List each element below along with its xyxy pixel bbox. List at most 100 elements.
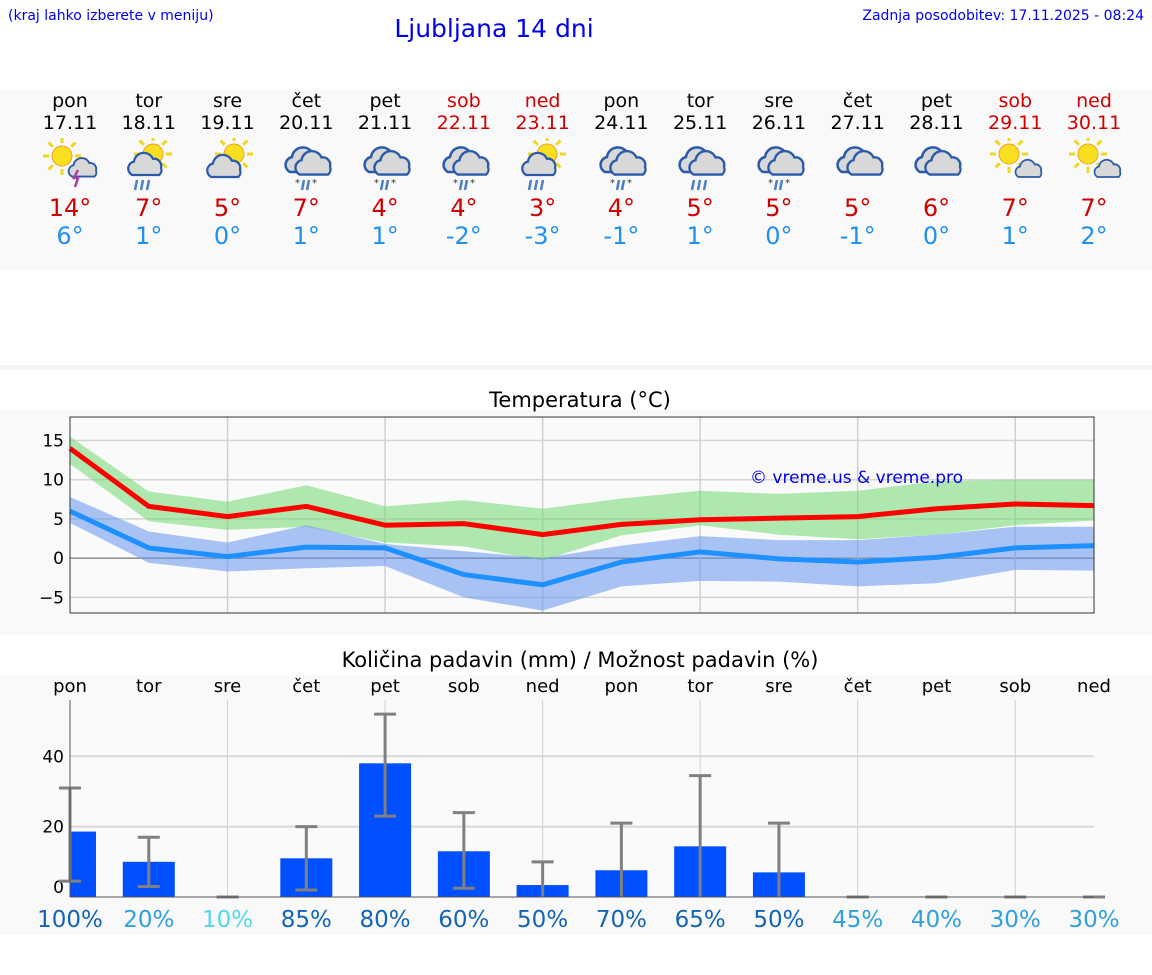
forecast-day: sre 19.11 5° 0° [188,90,268,250]
forecast-day: ned 23.11 3° -3° [503,90,583,250]
precipitation-probability: 10% [202,907,253,933]
page-title: Ljubljana 14 dni [394,14,594,43]
min-temp: 0° [213,222,242,250]
day-name: pet [920,90,953,112]
max-temp: 7° [1080,194,1108,222]
day-name: sob [998,90,1033,112]
svg-text:*: * [785,178,790,189]
x-day-label: sre [765,676,792,697]
y-tick-label: 0 [53,878,64,898]
min-temp: -1° [603,222,640,250]
x-day-label: sre [214,676,241,697]
precipitation-probability: 30% [990,907,1041,933]
max-temp: 4° [450,194,478,222]
max-temp-range-band [70,436,1095,561]
day-date: 21.11 [357,112,413,134]
x-day-label: pon [53,676,87,697]
plot-frame [69,416,1095,614]
max-temp: 5° [213,194,242,222]
min-temp: 1° [686,222,714,250]
clouds-sleet-icon: * * [357,138,413,191]
svg-text:*: * [453,178,458,189]
x-day-label: ned [526,676,560,697]
x-day-label: sob [448,676,480,697]
precipitation-probability: 60% [438,907,489,933]
day-date: 22.11 [436,112,492,134]
day-date: 24.11 [594,112,649,134]
precipitation-probability: 80% [360,907,411,933]
daily-forecast: pon 17.11 14° 6° tor 18.11 7° 1° sre 19.11… [0,90,1152,270]
sun-cloud-rain-icon [515,135,571,191]
x-day-label: sob [999,676,1031,697]
min-temp: 1° [371,222,399,250]
day-date: 23.11 [515,112,570,134]
svg-text:*: * [374,178,379,189]
precipitation-probability: 100% [37,907,103,933]
min-temp: -2° [445,222,482,250]
forecast-day: tor 18.11 7° 1° [109,90,189,250]
precipitation-probability: 50% [753,907,804,933]
day-name: pon [52,90,88,112]
temperature-chart-title: Temperatura (°C) [489,388,671,412]
max-temp: 7° [1001,194,1029,222]
day-name: ned [1076,90,1112,112]
clouds-rain-icon [672,138,728,191]
temperature-chart: 15 10 5 0 −5 [39,416,1095,614]
max-temp: 5° [686,194,714,222]
y-tick-label: 20 [42,818,64,838]
x-day-label: tor [136,676,162,697]
precipitation-probability: 40% [911,907,962,933]
x-day-label: čet [844,676,872,697]
max-temp: 4° [607,194,636,222]
min-temp: 1° [1001,222,1029,250]
max-temp: 7° [292,194,320,222]
precipitation-probability: 45% [832,907,883,933]
precipitation-probability: 50% [517,907,568,933]
day-date: 18.11 [121,112,176,134]
forecast-day: sob 29.11 7° 1° [975,90,1055,250]
sun-small-cloud-icon [1066,135,1122,188]
y-tick-label: 5 [53,510,64,530]
forecast-day: pon 17.11 14° 6° [30,90,110,250]
forecast-day: čet 20.11 * * 7° 1° [266,90,346,250]
day-name: pon [603,90,640,112]
svg-text:*: * [768,178,773,189]
sun-cloud-thunder-icon [42,137,98,188]
forecast-day: pon 24.11 * * 4° -1° [581,90,661,250]
min-temp: -3° [524,222,561,250]
max-temp: 14° [48,194,92,222]
svg-text:*: * [295,178,300,189]
precipitation-probability: 20% [123,907,174,933]
forecast-day: čet 27.11 5° -1° [818,90,898,250]
forecast-day: tor 25.11 5° 1° [660,90,740,250]
plot-area [70,700,1094,897]
clouds-icon [908,138,964,188]
day-date: 26.11 [751,112,807,134]
min-temp: 0° [922,222,951,250]
x-day-label: pon [604,676,638,697]
day-date: 17.11 [42,112,98,134]
day-name: čet [842,90,873,112]
min-temp: 1° [292,222,320,250]
precipitation-chart-title: Količina padavin (mm) / Možnost padavin … [341,648,819,672]
day-name: sob [447,90,481,112]
min-temp: 6° [56,222,84,250]
min-temp: 0° [765,222,793,250]
min-temp: 1° [135,222,163,250]
svg-text:*: * [470,178,475,189]
max-temp: 4° [371,194,399,222]
day-date: 20.11 [279,112,334,134]
day-name: ned [524,90,561,112]
y-tick-label: 0 [53,549,64,569]
day-name: tor [135,90,163,112]
watermark: © vreme.us & vreme.pro [750,468,964,488]
min-temp-line [68,508,1095,588]
day-name: tor [686,90,714,112]
clouds-sleet-icon: * * [751,138,807,191]
precipitation-bar [70,831,96,897]
day-date: 28.11 [909,112,964,134]
day-name: sre [764,90,794,112]
y-tick-label: −5 [39,588,64,608]
svg-text:*: * [627,178,632,189]
max-temp: 5° [844,194,872,222]
